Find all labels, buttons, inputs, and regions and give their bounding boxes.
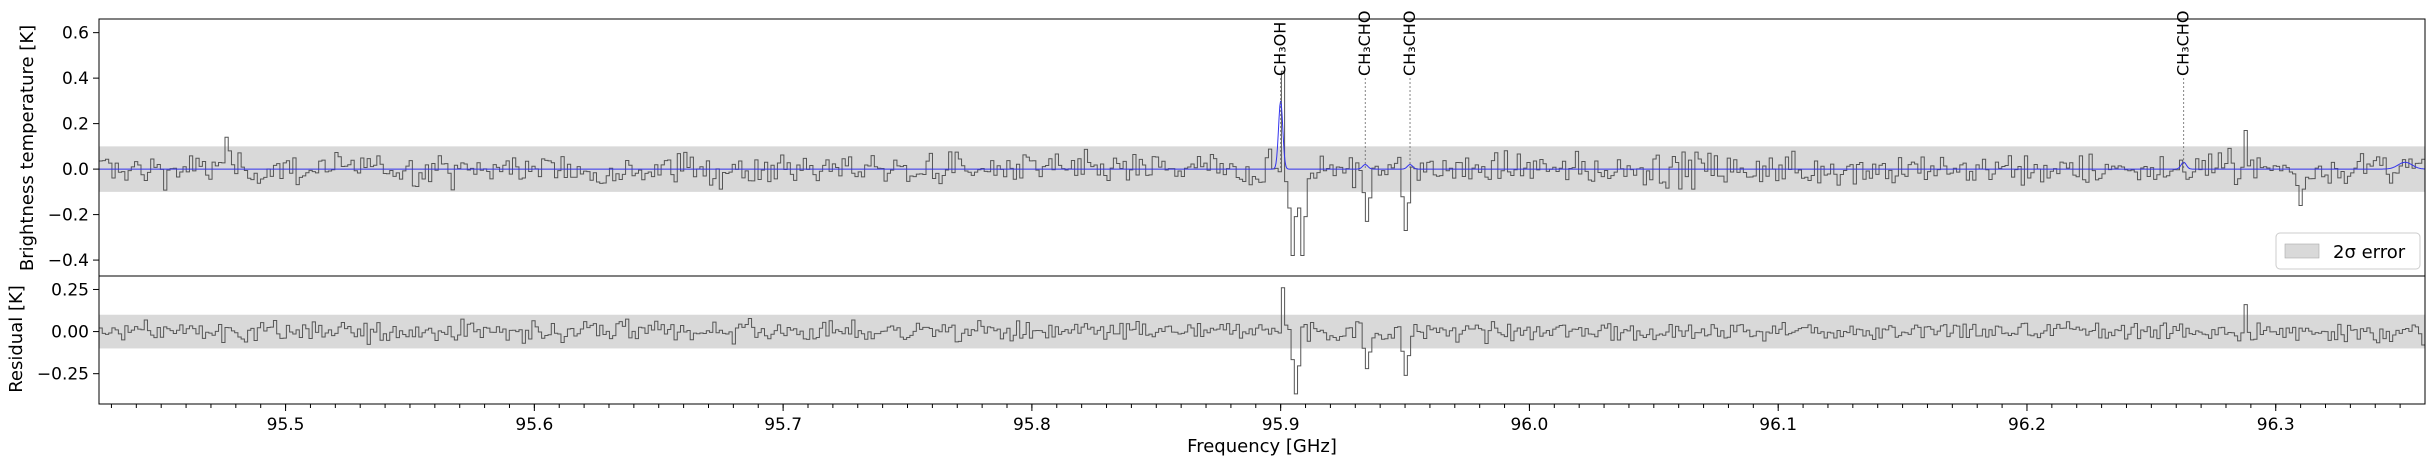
- line-id-label: CH₃CHO: [1400, 11, 1419, 76]
- y-tick-label: −0.2: [48, 206, 89, 226]
- x-tick-label: 95.9: [1262, 415, 1300, 435]
- legend-frame: [2275, 232, 2421, 270]
- y-tick-label: 0.6: [62, 24, 89, 44]
- y-tick-label: 0.4: [62, 69, 89, 89]
- legend-swatch: [2284, 243, 2320, 259]
- x-tick-label: 95.8: [1013, 415, 1051, 435]
- x-tick-label: 96.0: [1510, 415, 1548, 435]
- observed-spectrum: [99, 70, 2425, 257]
- y-tick-label: 0.0: [62, 160, 89, 180]
- residual-y-axis-label: Residual [K]: [6, 285, 27, 393]
- y-tick-label: 0.00: [51, 323, 89, 343]
- observed-spectrum: [99, 287, 2425, 395]
- line-id-label: CH₃OH: [1271, 22, 1290, 76]
- legend-label: 2σ error: [2333, 242, 2406, 263]
- error-band: [99, 314, 2425, 349]
- x-tick-label: 96.1: [1759, 415, 1797, 435]
- plot-frame: [98, 275, 2426, 405]
- y-tick-label: 0.25: [51, 280, 89, 300]
- residual-panel: −0.25 0.00 0.25 95.5 95.6 95.7 95.8 95.9 96.0 96.…: [37, 275, 2426, 435]
- main-y-axis-label: Brightness temperature [K]: [17, 25, 38, 271]
- x-tick-label: 95.7: [764, 415, 802, 435]
- x-axis-label: Frequency [GHz]: [1187, 436, 1337, 457]
- main-panel: CH₃OH CH₃CHO CH₃CHO CH₃CHO −0.4 −0.2 0.0 0.2 0.4…: [48, 11, 2426, 277]
- legend: 2σ error: [2275, 232, 2421, 270]
- x-tick-label: 96.3: [2257, 415, 2295, 435]
- x-tick-label: 96.2: [2008, 415, 2046, 435]
- y-tick-label: 0.2: [62, 115, 89, 135]
- line-id-label: CH₃CHO: [1355, 11, 1374, 76]
- model-spectrum: [99, 100, 2425, 170]
- y-tick-label: −0.25: [37, 365, 89, 385]
- y-tick-label: −0.4: [48, 251, 89, 271]
- line-id-label: CH₃CHO: [2174, 11, 2193, 76]
- x-tick-label: 95.6: [515, 415, 553, 435]
- x-tick-label: 95.5: [267, 415, 305, 435]
